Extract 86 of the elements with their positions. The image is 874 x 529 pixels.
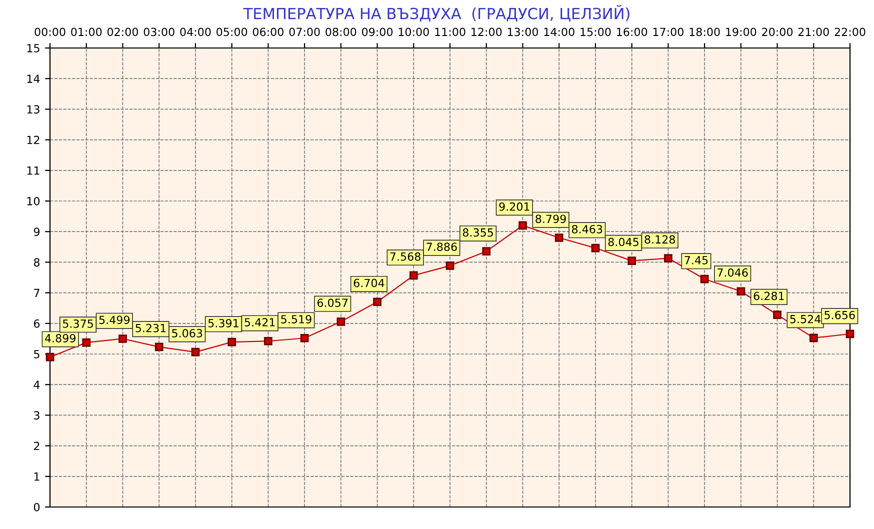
- y-tick-label: 11: [27, 166, 40, 175]
- data-label: 5.421: [244, 318, 275, 326]
- data-label: 7.046: [718, 268, 748, 277]
- point: [118, 334, 127, 343]
- data-label: 9.201: [499, 202, 530, 211]
- data-label: 7.45: [684, 256, 708, 264]
- x-tick-label: 09:00: [362, 28, 393, 36]
- point: [409, 271, 418, 280]
- x-tick-label: 21:00: [798, 28, 829, 36]
- x-tick-label: 02:00: [107, 28, 138, 36]
- point: [46, 352, 54, 362]
- data-label: 5.231: [136, 324, 166, 332]
- y-tick-label: 7: [34, 288, 40, 298]
- chart-title: ТЕМПЕРАТУРА НА ВЪЗДУХА (ГРАДУСИ, ЦЕЛЗИЙ): [243, 4, 630, 22]
- x-tick-label: 17:00: [653, 28, 684, 36]
- point: [773, 310, 782, 319]
- y-tick-label: 10: [27, 196, 40, 206]
- x-tick-label: 18:00: [690, 28, 720, 36]
- x-tick-label: 13:00: [508, 28, 538, 36]
- point: [228, 338, 236, 346]
- data-label: 5.391: [208, 318, 238, 328]
- y-tick-label: 14: [27, 74, 40, 83]
- x-tick-label: 04:00: [180, 28, 211, 36]
- y-tick-label: 4: [34, 380, 40, 389]
- data-label: 8.799: [536, 214, 566, 224]
- data-label: 5.063: [172, 329, 202, 338]
- data-label: 6.704: [354, 278, 384, 288]
- x-tick-label: 06:00: [252, 28, 284, 36]
- y-tick-label: 13: [27, 105, 40, 114]
- x-tick-label: 08:00: [326, 28, 356, 36]
- point: [482, 247, 491, 256]
- point: [82, 338, 91, 347]
- data-label: 5.656: [824, 310, 855, 320]
- point: [591, 244, 600, 252]
- data-label: 5.524: [790, 314, 821, 324]
- point: [264, 336, 272, 346]
- x-tick-label: 15:00: [580, 28, 611, 36]
- point: [809, 334, 818, 342]
- y-tick-label: 1: [34, 472, 40, 481]
- point: [300, 334, 309, 342]
- point: [154, 342, 164, 352]
- point: [846, 330, 854, 338]
- point: [446, 262, 454, 270]
- y-tick-label: 3: [34, 411, 40, 420]
- data-label: 8.355: [462, 228, 493, 237]
- data-label: 5.499: [99, 316, 130, 324]
- x-tick-label: 14:00: [544, 28, 574, 36]
- x-tick-label: 01:00: [71, 28, 102, 36]
- data-label: 8.463: [572, 224, 602, 234]
- y-tick-label: 9: [34, 228, 40, 236]
- point: [373, 298, 382, 306]
- point: [628, 256, 636, 265]
- x-tick-label: 12:00: [472, 28, 502, 36]
- data-label: 8.045: [608, 238, 638, 246]
- x-tick-label: 07:00: [289, 28, 320, 36]
- point: [736, 287, 746, 296]
- point: [700, 274, 709, 284]
- y-tick-label: 2: [34, 442, 40, 450]
- x-tick-label: 20:00: [762, 28, 793, 36]
- data-label: 5.375: [62, 319, 93, 328]
- y-tick-label: 8: [34, 258, 40, 267]
- x-tick-label: 11:00: [435, 28, 466, 36]
- data-label: 8.128: [644, 235, 675, 244]
- data-label: 5.519: [281, 315, 312, 324]
- x-tick-label: 05:00: [216, 28, 248, 36]
- x-tick-label: 19:00: [726, 28, 756, 36]
- point: [518, 221, 527, 230]
- y-tick-label: 15: [27, 44, 40, 52]
- y-tick-label: 0: [34, 502, 40, 512]
- y-tick-label: 6: [34, 319, 40, 328]
- data-label: 6.281: [754, 292, 784, 300]
- y-tick-label: 5: [34, 350, 40, 358]
- data-label: 4.899: [44, 334, 76, 342]
- point: [336, 317, 346, 326]
- data-label: 7.568: [390, 252, 420, 261]
- x-tick-label: 22:00: [834, 28, 866, 36]
- data-label: 7.886: [426, 242, 457, 252]
- x-tick-label: 03:00: [144, 28, 174, 36]
- data-label: 6.057: [317, 298, 348, 308]
- point: [664, 254, 672, 262]
- y-tick-label: 12: [27, 136, 40, 144]
- x-tick-label: 10:00: [398, 28, 429, 36]
- point: [554, 234, 564, 242]
- x-tick-label: 00:00: [34, 28, 66, 36]
- x-tick-label: 16:00: [617, 28, 648, 36]
- point: [191, 348, 200, 356]
